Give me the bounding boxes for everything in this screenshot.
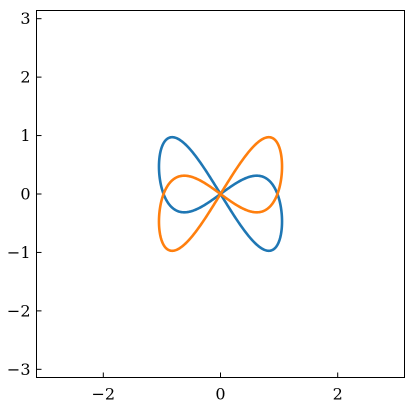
y-tick-label: 2 — [20, 68, 30, 87]
ticks — [36, 18, 339, 378]
y-tick-label: 1 — [20, 126, 30, 145]
y-tick-label: 0 — [20, 185, 30, 204]
x-tick-label: −2 — [92, 385, 116, 404]
x-tick-label: 2 — [333, 385, 343, 404]
x-tick-label: 0 — [215, 385, 225, 404]
y-tick-label: −3 — [7, 360, 31, 379]
series-group — [157, 135, 284, 253]
series-line-blue — [157, 135, 284, 253]
y-tick-label: −1 — [7, 243, 31, 262]
y-tick-label: −2 — [7, 301, 31, 320]
series-line-orange — [157, 135, 284, 253]
y-tick-label: 3 — [20, 9, 30, 28]
tick-labels: −2 0 2 −3 −2 −1 0 1 2 3 — [7, 9, 343, 403]
